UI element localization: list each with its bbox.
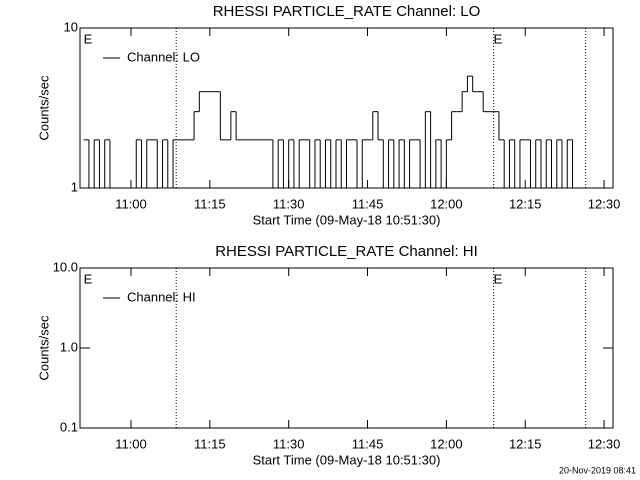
chart-title: RHESSI PARTICLE_RATE Channel: HI bbox=[215, 243, 478, 260]
y-tick-label: 1 bbox=[71, 179, 78, 194]
y-tick-label: 10 bbox=[64, 19, 78, 34]
chart-title: RHESSI PARTICLE_RATE Channel: LO bbox=[213, 3, 481, 20]
x-tick-label: 11:30 bbox=[273, 196, 305, 211]
y-tick-label: 0.1 bbox=[60, 419, 78, 434]
legend-label: Channel: HI bbox=[127, 289, 196, 304]
x-tick-label: 12:00 bbox=[430, 196, 463, 211]
annotation: E bbox=[84, 31, 93, 46]
annotation: E bbox=[494, 271, 503, 286]
x-tick-label: 11:45 bbox=[352, 436, 384, 451]
x-tick-label: 11:45 bbox=[352, 196, 384, 211]
x-tick-label: 11:15 bbox=[194, 436, 226, 451]
x-tick-label: 11:00 bbox=[115, 436, 147, 451]
annotation: E bbox=[84, 271, 93, 286]
x-tick-label: 11:15 bbox=[194, 196, 226, 211]
x-tick-label: 11:00 bbox=[115, 196, 147, 211]
y-axis-label: Counts/sec bbox=[36, 315, 51, 381]
footer: 20-Nov-2019 08:41 bbox=[559, 465, 636, 475]
legend-label: Channel: LO bbox=[127, 49, 200, 64]
y-tick-label: 1.0 bbox=[60, 339, 78, 354]
y-tick-label: 10.0 bbox=[53, 259, 78, 274]
x-axis-label: Start Time (09-May-18 10:51:30) bbox=[253, 452, 441, 467]
x-tick-label: 12:15 bbox=[509, 436, 542, 451]
x-tick-label: 11:30 bbox=[273, 436, 305, 451]
y-axis-label: Counts/sec bbox=[36, 75, 51, 141]
x-tick-label: 12:30 bbox=[588, 436, 621, 451]
x-tick-label: 12:15 bbox=[509, 196, 542, 211]
annotation: E bbox=[494, 31, 503, 46]
x-axis-label: Start Time (09-May-18 10:51:30) bbox=[253, 212, 441, 227]
x-tick-label: 12:30 bbox=[588, 196, 621, 211]
x-tick-label: 12:00 bbox=[430, 436, 463, 451]
